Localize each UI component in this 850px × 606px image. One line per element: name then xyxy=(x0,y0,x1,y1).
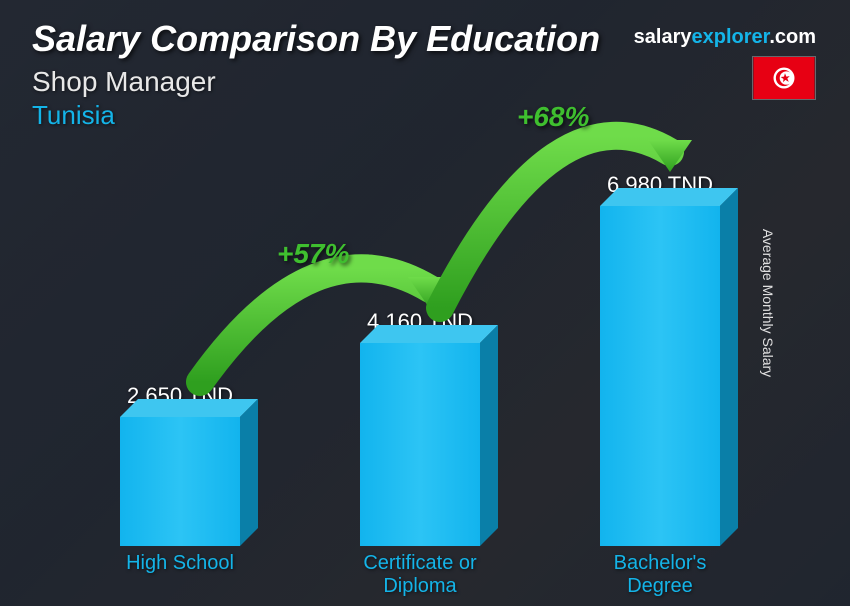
bar-side-face xyxy=(240,399,258,546)
increase-pct-label: +68% xyxy=(517,101,589,133)
bar xyxy=(600,206,720,546)
brand-part2: explorer xyxy=(691,26,769,48)
bar-top-face xyxy=(600,188,738,206)
bar-front-face xyxy=(600,206,720,546)
x-axis-labels: High School Certificate orDiploma Bachelor… xyxy=(60,552,780,598)
bar-top-face xyxy=(120,399,258,417)
bar-front-face xyxy=(120,417,240,546)
bar xyxy=(360,343,480,546)
bar xyxy=(120,417,240,546)
bar-top-face xyxy=(360,325,498,343)
job-title: Shop Manager xyxy=(32,66,818,98)
x-label: Bachelor'sDegree xyxy=(570,552,750,598)
brand-part1: salary xyxy=(634,26,692,48)
bar-group: 4,160 TND xyxy=(330,309,510,546)
bar-group: 6,980 TND xyxy=(570,172,750,546)
x-label: High School xyxy=(90,552,270,598)
bar-side-face xyxy=(480,325,498,546)
bar-chart: 2,650 TND 4,160 TND 6,980 TND xyxy=(60,170,780,546)
country-name: Tunisia xyxy=(32,100,818,131)
brand-part3: .com xyxy=(769,26,816,48)
bar-front-face xyxy=(360,343,480,546)
brand-logo: salaryexplorer.com xyxy=(634,26,816,49)
tunisia-flag-icon xyxy=(752,56,816,100)
bar-group: 2,650 TND xyxy=(90,383,270,546)
increase-pct-label: +57% xyxy=(277,238,349,270)
x-label: Certificate orDiploma xyxy=(330,552,510,598)
bar-side-face xyxy=(720,188,738,546)
